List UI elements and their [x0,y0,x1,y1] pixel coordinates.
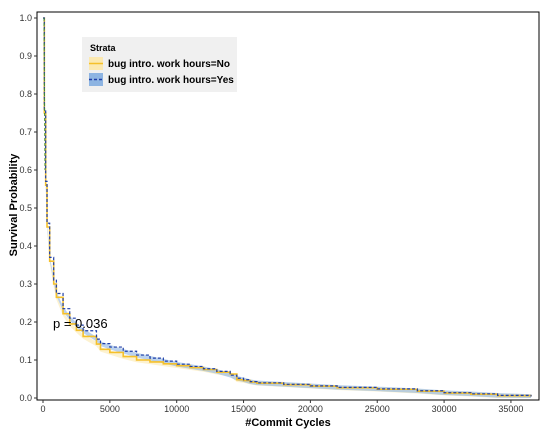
y-tick-label: 0.3 [19,279,32,289]
y-axis-title: Survival Probability [8,153,20,257]
legend: Strata bug intro. work hours=No bug intr… [82,37,237,92]
x-tick-label: 5000 [100,404,120,414]
y-tick-label: 0.0 [19,393,32,403]
y-tick-label: 0.4 [19,241,32,251]
survival-line-yes [43,17,532,397]
x-tick-label: 20000 [298,404,323,414]
y-tick-label: 0.9 [19,51,32,61]
legend-background [82,37,237,92]
legend-title: Strata [90,43,117,53]
series-layer [43,17,532,398]
x-tick-label: 35000 [498,404,523,414]
x-tick-label: 10000 [164,404,189,414]
y-tick-label: 0.6 [19,165,32,175]
y-tick-label: 1.0 [19,13,32,23]
x-axis-ticks: 0 5000 10000 15000 20000 25000 30000 35000 [40,400,523,414]
x-axis-title: #Commit Cycles [245,417,331,429]
y-axis-ticks: 0.0 0.1 0.2 0.3 0.4 0.5 0.6 0.7 0.8 0.9 1.0 [19,13,37,403]
x-tick-label: 15000 [231,404,256,414]
x-tick-label: 25000 [365,404,390,414]
p-value-annotation: p = 0.036 [53,316,108,331]
legend-label-yes: bug intro. work hours=Yes [108,75,234,86]
y-tick-label: 0.2 [19,317,32,327]
y-tick-label: 0.5 [19,203,32,213]
x-tick-label: 0 [40,404,45,414]
y-tick-label: 0.1 [19,355,32,365]
initial-drop-line [43,17,46,171]
y-tick-label: 0.7 [19,127,32,137]
y-tick-label: 0.8 [19,89,32,99]
x-tick-label: 30000 [432,404,457,414]
legend-label-no: bug intro. work hours=No [108,59,230,70]
